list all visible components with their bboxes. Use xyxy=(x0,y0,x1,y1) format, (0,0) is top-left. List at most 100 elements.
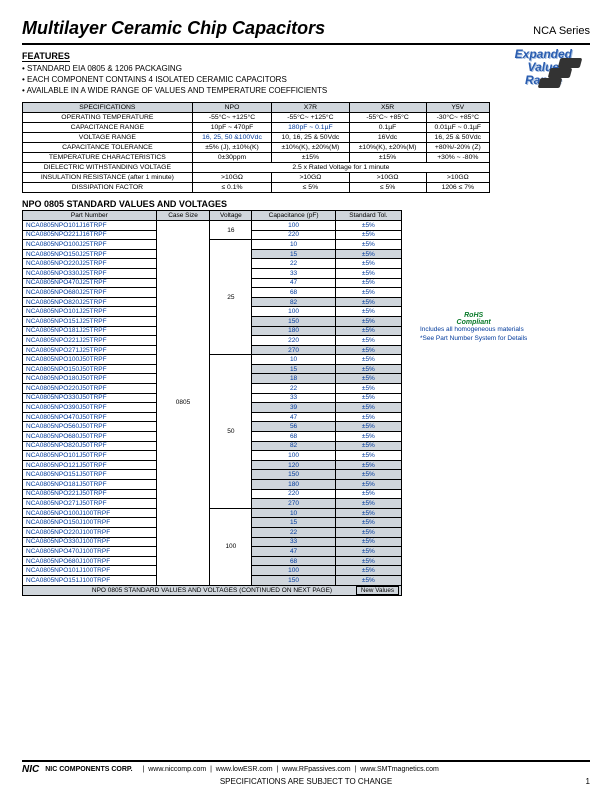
values-table: Part NumberCase SizeVoltageCapacitance (… xyxy=(22,210,402,585)
features-block: FEATURES STANDARD EIA 0805 & 1206 PACKAG… xyxy=(22,51,590,96)
rohs-sub: Includes all homogeneous materials xyxy=(420,326,527,333)
tolerance-cell: ±5% xyxy=(335,240,401,250)
spec-header-cell: SPECIFICATIONS xyxy=(23,103,193,113)
spec-cell: -55°C~ +85°C xyxy=(349,113,426,123)
capacitance-cell: 270 xyxy=(252,499,335,509)
spec-cell: 0.1µF xyxy=(349,123,426,133)
capacitance-cell: 15 xyxy=(252,518,335,528)
part-number-cell: NCA0805NPO180J50TRPF xyxy=(23,374,157,384)
footer-links: | www.niccomp.com | www.lowESR.com | www… xyxy=(139,766,439,773)
capacitance-cell: 82 xyxy=(252,441,335,451)
tolerance-cell: ±5% xyxy=(335,527,401,537)
part-number-cell: NCA0805NPO181J50TRPF xyxy=(23,480,157,490)
spec-cell: ≤ 5% xyxy=(272,183,349,193)
header: Multilayer Ceramic Chip Capacitors NCA S… xyxy=(22,18,590,45)
capacitance-cell: 47 xyxy=(252,412,335,422)
corp-name: NIC COMPONENTS CORP. xyxy=(45,766,132,773)
voltage-cell: 25 xyxy=(210,240,252,355)
tolerance-cell: ±5% xyxy=(335,566,401,576)
spec-cell: >10GΩ xyxy=(192,173,272,183)
spec-cell: 1206 ≤ 7% xyxy=(426,183,489,193)
spec-note: SPECIFICATIONS ARE SUBJECT TO CHANGE xyxy=(22,777,590,786)
page-number: 1 xyxy=(586,777,590,786)
spec-cell: CAPACITANCE RANGE xyxy=(23,123,193,133)
capacitance-cell: 22 xyxy=(252,527,335,537)
tolerance-cell: ±5% xyxy=(335,508,401,518)
spec-cell: 0±30ppm xyxy=(192,153,272,163)
vals-header-cell: Voltage xyxy=(210,211,252,221)
part-number-cell: NCA0805NPO101J100TRPF xyxy=(23,566,157,576)
part-number-cell: NCA0805NPO151J50TRPF xyxy=(23,470,157,480)
tolerance-cell: ±5% xyxy=(335,230,401,240)
spec-cell: DIELECTRIC WITHSTANDING VOLTAGE xyxy=(23,163,193,173)
specifications-table: SPECIFICATIONSNPOX7RX5RY5VOPERATING TEMP… xyxy=(22,102,490,193)
spec-cell: 10pF ~ 470pF xyxy=(192,123,272,133)
tolerance-cell: ±5% xyxy=(335,393,401,403)
tolerance-cell: ±5% xyxy=(335,288,401,298)
part-number-cell: NCA0805NPO121J50TRPF xyxy=(23,460,157,470)
part-number-cell: NCA0805NPO271J50TRPF xyxy=(23,499,157,509)
capacitance-cell: 100 xyxy=(252,566,335,576)
spec-cell: ±5% (J), ±10%(K) xyxy=(192,143,272,153)
capacitance-cell: 100 xyxy=(252,220,335,230)
voltage-cell: 50 xyxy=(210,355,252,509)
chip-icon xyxy=(548,68,573,78)
new-values-badge: New Values xyxy=(356,586,399,595)
tolerance-cell: ±5% xyxy=(335,336,401,346)
vals-header-cell: Capacitance (pF) xyxy=(252,211,335,221)
chip-icon xyxy=(558,58,583,68)
tolerance-cell: ±5% xyxy=(335,297,401,307)
part-number-cell: NCA0805NPO220J25TRPF xyxy=(23,259,157,269)
spec-header-cell: NPO xyxy=(192,103,272,113)
tolerance-cell: ±5% xyxy=(335,403,401,413)
tolerance-cell: ±5% xyxy=(335,412,401,422)
tolerance-cell: ±5% xyxy=(335,326,401,336)
feature-item: STANDARD EIA 0805 & 1206 PACKAGING xyxy=(22,64,590,75)
capacitance-cell: 150 xyxy=(252,470,335,480)
part-number-cell: NCA0805NPO330J50TRPF xyxy=(23,393,157,403)
spec-cell: 10, 16, 25 & 50Vdc xyxy=(272,133,349,143)
spec-cell: ±10%(K), ±20%(M) xyxy=(349,143,426,153)
part-number-cell: NCA0805NPO470J25TRPF xyxy=(23,278,157,288)
page-title: Multilayer Ceramic Chip Capacitors xyxy=(22,18,325,39)
capacitance-cell: 47 xyxy=(252,278,335,288)
part-number-cell: NCA0805NPO470J50TRPF xyxy=(23,412,157,422)
tolerance-cell: ±5% xyxy=(335,374,401,384)
tolerance-cell: ±5% xyxy=(335,537,401,547)
case-size-cell: 0805 xyxy=(156,220,210,585)
values-heading: NPO 0805 STANDARD VALUES AND VOLTAGES xyxy=(22,199,590,209)
capacitance-cell: 18 xyxy=(252,374,335,384)
spec-cell: -55°C~ +125°C xyxy=(192,113,272,123)
tolerance-cell: ±5% xyxy=(335,432,401,442)
capacitance-cell: 33 xyxy=(252,537,335,547)
tolerance-cell: ±5% xyxy=(335,422,401,432)
tolerance-cell: ±5% xyxy=(335,249,401,259)
tolerance-cell: ±5% xyxy=(335,220,401,230)
part-number-cell: NCA0805NPO100J50TRPF xyxy=(23,355,157,365)
tolerance-cell: ±5% xyxy=(335,499,401,509)
tolerance-cell: ±5% xyxy=(335,307,401,317)
spec-cell: >10GΩ xyxy=(426,173,489,183)
spec-header-cell: Y5V xyxy=(426,103,489,113)
spec-cell: ±15% xyxy=(349,153,426,163)
capacitance-cell: 15 xyxy=(252,364,335,374)
tolerance-cell: ±5% xyxy=(335,355,401,365)
feature-item: EACH COMPONENT CONTAINS 4 ISOLATED CERAM… xyxy=(22,75,590,86)
spec-cell: 16Vdc xyxy=(349,133,426,143)
capacitance-cell: 47 xyxy=(252,547,335,557)
tolerance-cell: ±5% xyxy=(335,345,401,355)
capacitance-cell: 180 xyxy=(252,480,335,490)
feature-item: AVAILABLE IN A WIDE RANGE OF VALUES AND … xyxy=(22,86,590,97)
part-number-cell: NCA0805NPO680J100TRPF xyxy=(23,556,157,566)
part-number-cell: NCA0805NPO220J100TRPF xyxy=(23,527,157,537)
capacitance-cell: 180 xyxy=(252,326,335,336)
part-number-cell: NCA0805NPO150J25TRPF xyxy=(23,249,157,259)
part-number-cell: NCA0805NPO220J50TRPF xyxy=(23,384,157,394)
part-number-cell: NCA0805NPO330J25TRPF xyxy=(23,268,157,278)
spec-cell: CAPACITANCE TOLERANCE xyxy=(23,143,193,153)
part-number-cell: NCA0805NPO470J100TRPF xyxy=(23,547,157,557)
capacitance-cell: 33 xyxy=(252,268,335,278)
series-label: NCA Series xyxy=(533,25,590,37)
tolerance-cell: ±5% xyxy=(335,278,401,288)
capacitance-cell: 33 xyxy=(252,393,335,403)
